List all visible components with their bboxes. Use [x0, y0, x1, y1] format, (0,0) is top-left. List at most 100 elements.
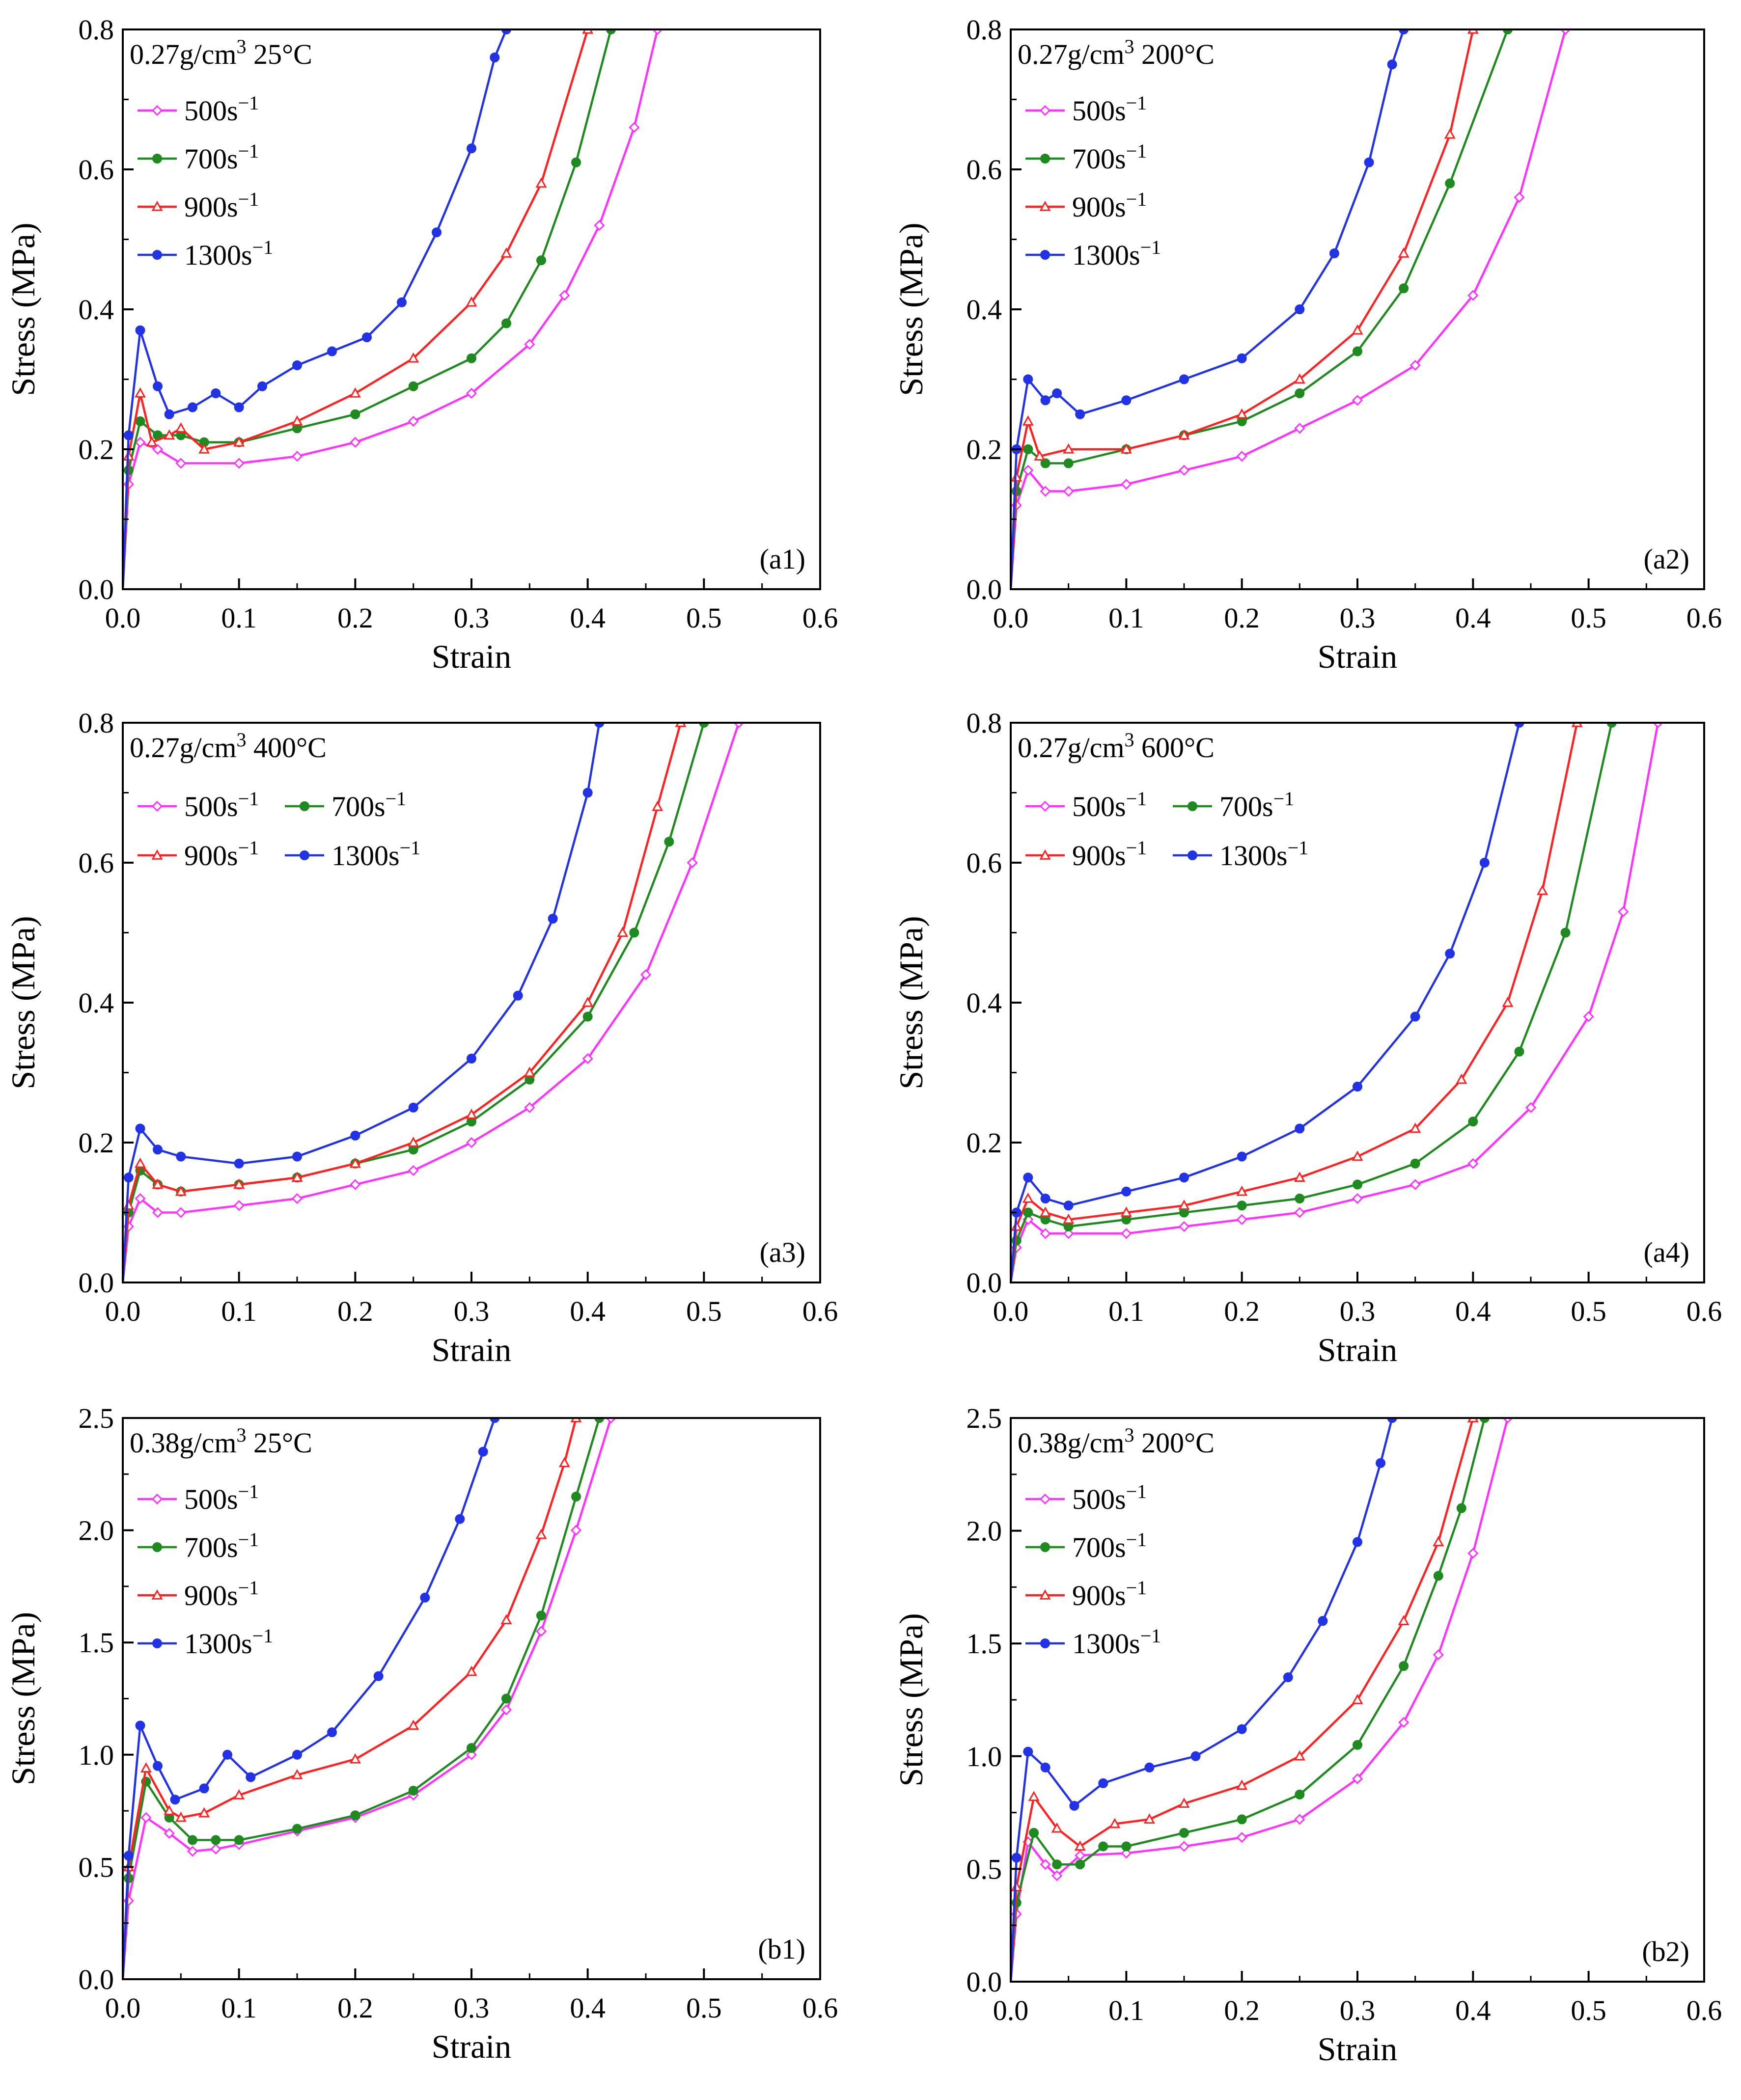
data-point	[1063, 1200, 1074, 1211]
data-point	[1353, 1537, 1362, 1547]
data-point	[1063, 458, 1074, 468]
data-point	[467, 143, 476, 154]
data-point	[1352, 1150, 1363, 1161]
series-line	[1011, 1418, 1474, 1982]
title-exponent: 3	[236, 1424, 246, 1446]
data-point	[135, 1123, 145, 1134]
panel-label: (a3)	[760, 1236, 805, 1268]
series-1300-line	[123, 29, 511, 589]
y-tick-label: 0.0	[79, 1964, 114, 1995]
data-point	[146, 436, 158, 447]
legend-item-1300: 1300s−1	[138, 236, 273, 271]
legend-marker	[1188, 850, 1197, 860]
data-point	[1040, 1762, 1050, 1773]
x-tick-label: 0.2	[337, 1992, 373, 2024]
data-point	[1294, 1750, 1305, 1761]
x-tick-label: 0.0	[993, 1295, 1029, 1327]
data-point	[170, 1795, 180, 1805]
data-point	[140, 1762, 152, 1773]
data-point	[629, 927, 639, 938]
legend-exponent: −1	[1126, 1480, 1147, 1502]
data-point	[210, 1843, 221, 1855]
data-point	[1029, 1827, 1039, 1838]
y-tick-label: 1.0	[79, 1739, 114, 1771]
chart-panel-a3: 0.0 0.1 0.2 0.3 0.4 0.5 0.6 0.0 0.2 0.4 0.6 0.8 Stra…	[4, 707, 838, 1368]
data-point	[362, 332, 372, 342]
data-point	[199, 1783, 209, 1794]
legend-item-1300: 1300s−1	[1025, 1625, 1161, 1660]
data-point	[1399, 283, 1409, 294]
data-point	[1352, 1193, 1363, 1204]
data-point	[1433, 1571, 1443, 1581]
data-point	[1283, 1672, 1293, 1683]
legend-item-900: 900s−1	[1025, 837, 1147, 872]
data-point	[1352, 1773, 1363, 1784]
data-point	[548, 914, 558, 924]
data-point	[234, 1835, 244, 1845]
legend-exponent: −1	[1126, 788, 1147, 810]
data-point	[291, 451, 303, 462]
legend-item-900: 900s−1	[1025, 1577, 1147, 1611]
data-point	[524, 1102, 535, 1113]
legend-rate: 1300s	[184, 1628, 252, 1660]
legend-item-1300: 1300s−1	[285, 837, 420, 872]
data-point	[1040, 1228, 1051, 1239]
x-tick-label: 0.0	[105, 602, 141, 634]
legend-rate: 1300s	[184, 239, 252, 271]
y-tick-label: 1.5	[79, 1627, 114, 1659]
series-500-line	[1011, 1418, 1514, 1982]
legend-marker	[151, 800, 163, 812]
data-point	[408, 1719, 419, 1730]
data-point	[152, 443, 164, 455]
title-density: 0.27g/cm	[130, 732, 236, 764]
data-point	[350, 1130, 360, 1141]
data-point	[1143, 1813, 1155, 1824]
data-point	[1178, 429, 1190, 440]
x-tick-label: 0.1	[221, 1992, 257, 2024]
data-point	[1525, 1102, 1537, 1113]
data-point	[188, 402, 197, 412]
legend-marker	[151, 200, 163, 211]
panel-title: 0.27g/cm3 600°C	[1018, 729, 1215, 764]
data-point	[1468, 1117, 1478, 1127]
data-point	[1109, 1818, 1121, 1828]
data-point	[1040, 1859, 1051, 1870]
data-point	[350, 1179, 361, 1190]
x-tick-label: 0.5	[1571, 602, 1606, 634]
data-point	[1479, 858, 1490, 868]
data-point	[617, 927, 629, 937]
data-point	[466, 1137, 477, 1148]
data-point	[134, 1157, 146, 1168]
legend-label: 1300s−1	[184, 236, 273, 271]
data-point	[1295, 1123, 1305, 1134]
legend-item-700: 700s−1	[1025, 1528, 1147, 1563]
legend-label: 700s−1	[184, 140, 259, 175]
data-point	[501, 29, 511, 34]
legend-rate: 700s	[184, 143, 238, 175]
data-point	[135, 1193, 146, 1204]
data-point	[350, 1810, 360, 1821]
y-tick-label: 0.0	[967, 573, 1002, 605]
chart-panel-a2: 0.0 0.1 0.2 0.3 0.4 0.5 0.6 0.0 0.2 0.4 0.6 0.8 Stra…	[892, 14, 1722, 675]
data-point	[1040, 395, 1050, 406]
data-point	[233, 458, 245, 469]
data-point	[1023, 1207, 1033, 1218]
data-point	[1560, 927, 1571, 938]
panel-title: 0.27g/cm3 400°C	[130, 729, 327, 764]
data-point	[1040, 1194, 1050, 1203]
series-700-line	[123, 29, 616, 589]
data-point	[1409, 1122, 1421, 1133]
legend-label: 500s−1	[1072, 788, 1147, 822]
legend-item-700: 700s−1	[1173, 788, 1294, 822]
series-line	[123, 29, 508, 589]
y-tick-label: 1.5	[967, 1628, 1002, 1660]
legend-label: 900s−1	[1072, 837, 1147, 872]
chart-panel-a4: 0.0 0.1 0.2 0.3 0.4 0.5 0.6 0.0 0.2 0.4 0.6 0.8 Stra…	[892, 707, 1722, 1368]
data-point	[1022, 1192, 1034, 1203]
data-point	[1606, 723, 1617, 728]
data-point	[408, 1165, 419, 1176]
legend-label: 700s−1	[1072, 1528, 1147, 1563]
data-point	[164, 409, 174, 419]
legend-item-700: 700s−1	[138, 1528, 259, 1563]
legend-item-500: 500s−1	[1025, 1480, 1147, 1515]
